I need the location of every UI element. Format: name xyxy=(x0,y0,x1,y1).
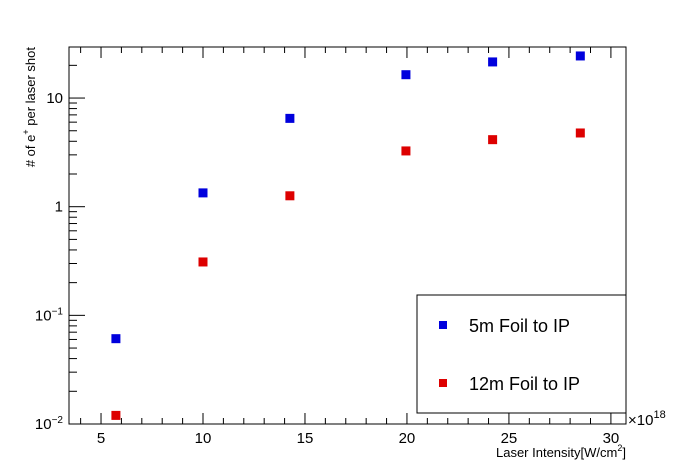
data-point xyxy=(285,191,295,201)
y-axis-tick-labels: 10−2 10−1 1 10 xyxy=(35,90,64,433)
x-tick-label: 30 xyxy=(603,430,620,447)
data-series xyxy=(111,51,585,420)
data-point xyxy=(111,334,121,344)
y-tick-label: 10−1 xyxy=(35,306,64,324)
series-5m xyxy=(111,51,585,344)
data-point xyxy=(488,57,498,67)
x-axis-title: Laser Intensity[W/cm2] xyxy=(496,443,626,460)
data-point xyxy=(198,257,208,267)
legend: 5m Foil to IP 12m Foil to IP xyxy=(416,294,627,414)
legend-label: 12m Foil to IP xyxy=(469,374,580,394)
data-point xyxy=(401,70,411,80)
series-12m xyxy=(111,128,585,420)
data-point xyxy=(575,51,585,61)
x-axis-multiplier: ×1018 xyxy=(628,409,666,429)
x-tick-label: 10 xyxy=(195,430,212,447)
y-axis-title: # of e+ per laser shot xyxy=(21,47,38,168)
x-tick-label: 25 xyxy=(501,430,518,447)
x-tick-label: 15 xyxy=(297,430,314,447)
legend-marker xyxy=(439,321,447,329)
y-axis-ticks xyxy=(69,64,85,425)
data-point xyxy=(285,113,295,123)
legend-marker xyxy=(439,379,447,387)
y-tick-label: 10 xyxy=(46,90,63,107)
plot-frame xyxy=(68,46,627,425)
y-tick-label: 10−2 xyxy=(35,415,64,433)
x-tick-label: 5 xyxy=(97,430,105,447)
data-point xyxy=(198,188,208,198)
data-point xyxy=(401,146,411,156)
x-axis-tick-labels: 5 10 15 20 25 30 xyxy=(97,430,619,447)
data-point xyxy=(488,135,498,145)
y-tick-label: 1 xyxy=(55,199,63,216)
x-tick-label: 20 xyxy=(399,430,416,447)
x-axis-ticks xyxy=(80,47,612,424)
legend-label: 5m Foil to IP xyxy=(469,316,570,336)
data-point xyxy=(111,410,121,420)
data-point xyxy=(575,128,585,138)
